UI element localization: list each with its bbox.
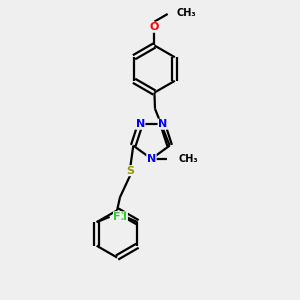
Text: N: N <box>158 119 167 129</box>
Text: Cl: Cl <box>116 212 128 222</box>
Text: O: O <box>150 22 159 32</box>
Text: CH₃: CH₃ <box>176 8 196 18</box>
Text: N: N <box>147 154 156 164</box>
Text: CH₃: CH₃ <box>179 154 199 164</box>
Text: N: N <box>136 119 145 129</box>
Text: S: S <box>126 166 134 176</box>
Text: F: F <box>113 212 121 222</box>
